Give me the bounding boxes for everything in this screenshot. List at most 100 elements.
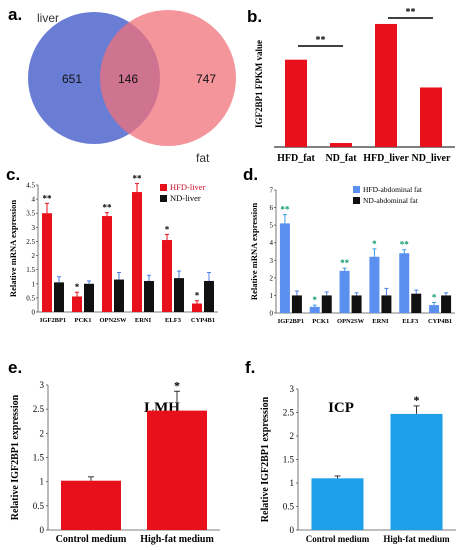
b-sig-mark-0: ** <box>316 35 326 46</box>
d-y-tick-1: 1 <box>270 292 274 300</box>
panel-d-letter: d. <box>243 165 258 184</box>
c-legend-swatch-0 <box>160 184 167 191</box>
c-x-tick-ERNI: ERNI <box>135 317 152 324</box>
c-bar-PCK1-s1 <box>84 283 94 312</box>
venn-label-fat: fat <box>196 151 210 165</box>
d-x-tick-ERNI: ERNI <box>372 318 389 325</box>
d-bar-IGF2BP1-s1 <box>291 295 302 313</box>
c-bar-OPN2SW-s1 <box>114 279 124 312</box>
c-x-tick-IGF2BP1: IGF2BP1 <box>40 317 66 324</box>
d-bar-OPN2SW-s0 <box>339 270 350 313</box>
venn-label-liver: liver <box>37 11 59 25</box>
c-bar-ELF3-s1 <box>174 278 184 312</box>
d-sig-PCK1: * <box>313 295 318 305</box>
c-x-tick-OPN2SW: OPN2SW <box>99 317 127 324</box>
f-x-tick-control: Control medium <box>306 534 370 544</box>
e-y-tick-2.5: 2.5 <box>33 404 45 414</box>
c-bar-PCK1-s0 <box>72 296 82 312</box>
venn-count-fat-only: 747 <box>196 72 216 86</box>
f-bar-high-fat <box>390 413 443 530</box>
c-sig-ELF3: * <box>165 224 170 234</box>
venn-circle-fat <box>100 10 236 146</box>
e-x-tick-control: Control medium <box>56 534 127 545</box>
c-y-tick-2.5: 2.5 <box>26 238 35 246</box>
c-x-tick-PCK1: PCK1 <box>75 317 92 324</box>
c-y-tick-4.5: 4.5 <box>26 182 35 190</box>
f-x-tick-high-fat: High-fat medium <box>383 534 450 544</box>
c-sig-CYP4B1: * <box>195 291 200 301</box>
d-y-tick-6: 6 <box>270 204 274 212</box>
c-bar-ERNI-s0 <box>132 192 142 312</box>
b-bar-HFD_liver <box>375 23 397 148</box>
d-bar-OPN2SW-s1 <box>351 295 362 313</box>
c-bar-OPN2SW-s0 <box>102 216 112 312</box>
d-bar-PCK1-s1 <box>321 295 332 313</box>
f-y-tick-2.5: 2.5 <box>283 408 295 418</box>
c-bar-ELF3-s0 <box>162 240 172 312</box>
d-y-tick-7: 7 <box>270 187 274 195</box>
b-bar-HFD_fat <box>285 59 307 147</box>
c-sig-PCK1: * <box>75 282 80 292</box>
e-y-tick-2: 2 <box>40 428 45 438</box>
f-y-tick-1: 1 <box>290 478 295 488</box>
f-y-tick-2: 2 <box>290 431 295 441</box>
e-bar-control <box>61 480 121 530</box>
c-y-tick-3: 3 <box>32 224 36 232</box>
d-bar-ERNI-s1 <box>381 295 392 313</box>
c-bar-IGF2BP1-s1 <box>54 282 64 312</box>
b-x-tick-ND_fat: ND_fat <box>325 153 357 164</box>
d-y-tick-4: 4 <box>270 239 274 247</box>
c-y-axis-label: Relative mRNA expression <box>8 200 18 297</box>
c-y-tick-2: 2 <box>32 252 36 260</box>
f-y-tick-0.5: 0.5 <box>283 502 295 512</box>
f-y-axis-label: Relative IGF2BP1 expression <box>260 396 271 522</box>
panel-e-letter: e. <box>8 358 22 377</box>
panel-f-letter: f. <box>245 358 255 377</box>
d-legend-swatch-0 <box>353 186 360 193</box>
d-x-tick-IGF2BP1: IGF2BP1 <box>278 318 304 325</box>
d-bar-ELF3-s1 <box>411 293 422 313</box>
d-sig-OPN2SW: ** <box>340 258 350 268</box>
c-sig-IGF2BP1: ** <box>43 193 53 203</box>
f-y-tick-3: 3 <box>290 384 295 394</box>
d-x-tick-PCK1: PCK1 <box>312 318 329 325</box>
c-y-tick-1: 1 <box>32 280 36 288</box>
e-y-tick-1: 1 <box>40 477 45 487</box>
d-bar-ELF3-s0 <box>399 253 410 313</box>
e-y-tick-0: 0 <box>40 525 45 535</box>
c-bar-CYP4B1-s0 <box>192 303 202 312</box>
e-y-tick-0.5: 0.5 <box>33 501 45 511</box>
d-legend-swatch-1 <box>353 197 360 204</box>
c-bar-ERNI-s1 <box>144 280 154 312</box>
e-y-tick-3: 3 <box>40 380 45 390</box>
e-x-tick-high-fat: High-fat medium <box>140 534 214 545</box>
d-y-axis-label: Relative mRNA expression <box>249 203 259 300</box>
panel-b-letter: b. <box>247 7 262 26</box>
d-bar-ERNI-s0 <box>369 256 380 313</box>
e-y-tick-1.5: 1.5 <box>33 453 45 463</box>
e-y-axis-label: Relative IGF2BP1 expression <box>10 394 21 520</box>
e-bar-high-fat <box>147 410 207 530</box>
c-y-tick-3.5: 3.5 <box>26 210 35 218</box>
d-bar-CYP4B1-s1 <box>441 295 452 313</box>
d-x-tick-OPN2SW: OPN2SW <box>337 318 365 325</box>
f-y-tick-0: 0 <box>290 525 295 535</box>
d-sig-IGF2BP1: ** <box>280 205 290 215</box>
b-x-tick-ND_liver: ND_liver <box>412 153 451 164</box>
b-bar-ND_liver <box>420 87 442 147</box>
c-y-tick-4: 4 <box>32 196 36 204</box>
d-x-tick-CYP4B1: CYP4B1 <box>428 318 452 325</box>
panel-c-letter: c. <box>6 165 20 184</box>
d-bar-PCK1-s0 <box>309 306 320 313</box>
b-y-axis-label: IGF2BP1 FPKM value <box>254 40 264 128</box>
d-bar-IGF2BP1-s0 <box>279 223 290 313</box>
b-sig-mark-1: ** <box>406 7 416 18</box>
venn-count-intersection: 146 <box>118 72 138 86</box>
d-legend-label-0: HFD-abdominal fat <box>363 185 423 194</box>
b-x-tick-HFD_fat: HFD_fat <box>277 153 315 164</box>
d-y-tick-5: 5 <box>270 222 274 230</box>
c-y-tick-1.5: 1.5 <box>26 266 35 274</box>
c-y-tick-0.5: 0.5 <box>26 294 35 302</box>
c-sig-OPN2SW: ** <box>103 203 113 213</box>
